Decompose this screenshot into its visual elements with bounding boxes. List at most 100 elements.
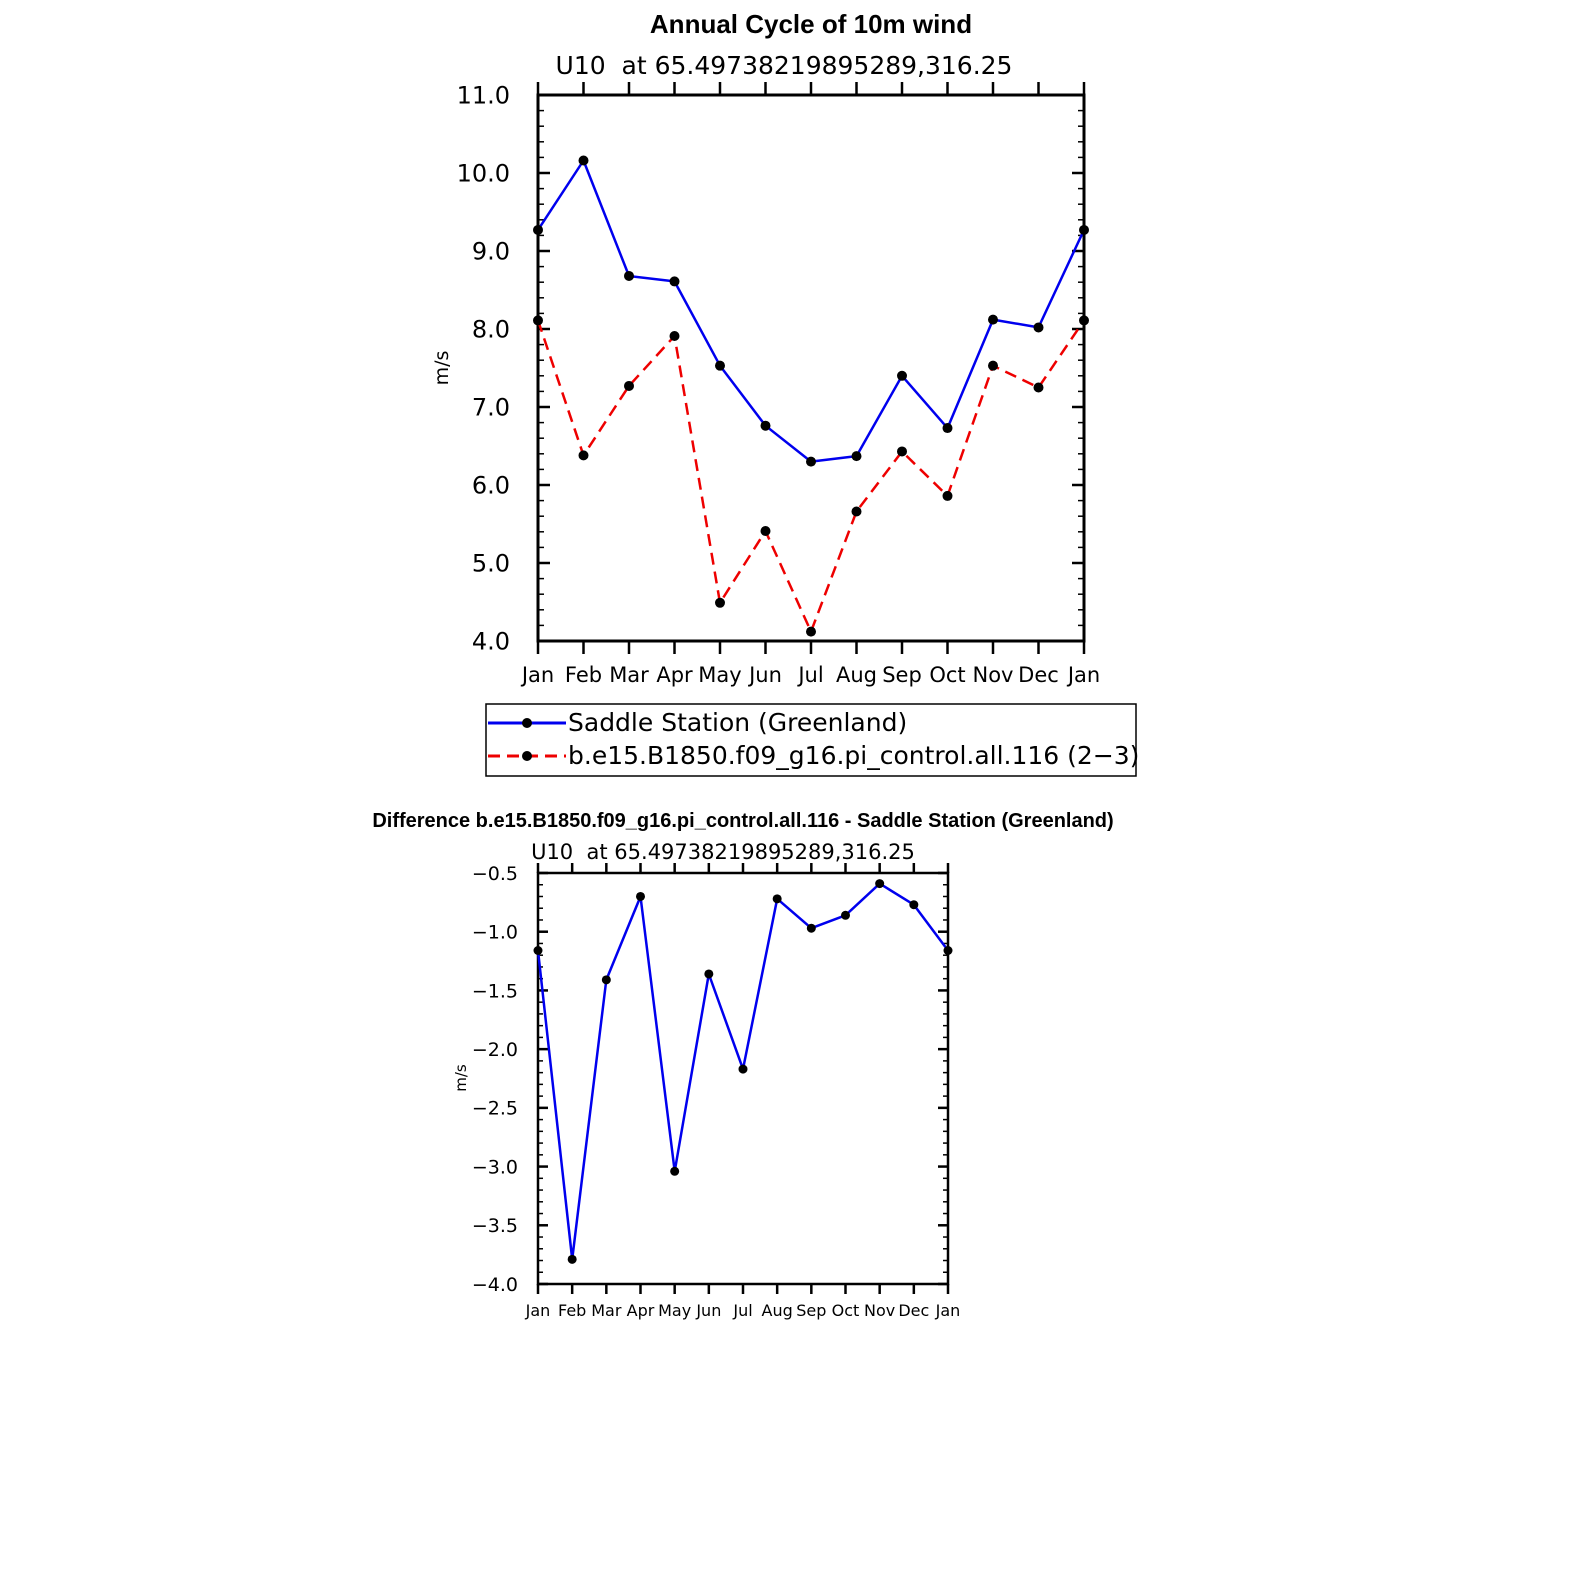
data-point: [1033, 382, 1044, 393]
x-tick-labels: Jan Feb Mar Apr May Jun Jul Aug Sep Oct Nov Dec Jan: [520, 663, 1100, 687]
y-tick-label: −2.5: [472, 1098, 518, 1120]
difference-chart: Difference b.e15.B1850.f09_g16.pi_contro…: [372, 810, 1113, 1320]
x-tick-label: Dec: [898, 1301, 929, 1320]
data-point: [851, 506, 862, 517]
y-tick-label: −4.0: [472, 1274, 518, 1296]
x-tick-label: Oct: [832, 1301, 860, 1320]
y-tick-label: −0.5: [472, 863, 518, 885]
data-point: [909, 900, 919, 910]
data-point: [806, 456, 816, 467]
series-line-0: [536, 159, 1086, 463]
plot-frame: [536, 93, 1086, 643]
series-points: [533, 155, 1089, 637]
data-point: [897, 446, 907, 457]
data-point: [806, 626, 816, 637]
series-points: [533, 879, 953, 1264]
plot-frame: [536, 871, 950, 1286]
data-point: [1079, 315, 1089, 326]
data-point: [578, 450, 589, 461]
data-point: [670, 1166, 680, 1176]
y-tick-label: −2.0: [472, 1039, 518, 1061]
data-point: [669, 276, 680, 287]
x-tick-label: Jun: [747, 663, 782, 687]
y-tick-label: 9.0: [472, 238, 510, 266]
chart-title: Difference b.e15.B1850.f09_g16.pi_contro…: [372, 810, 1113, 832]
data-point: [669, 331, 680, 342]
y-tick-label: 6.0: [472, 472, 510, 500]
annual-cycle-chart: Annual Cycle of 10m wind U10 at 65.49738…: [431, 9, 1139, 777]
data-point: [875, 879, 885, 889]
x-tick-label: Oct: [929, 663, 965, 687]
data-point: [715, 597, 725, 608]
y-tick-label: −1.0: [472, 922, 518, 944]
legend-marker-pi-control: [522, 751, 532, 761]
x-tick-label: Aug: [836, 663, 877, 687]
x-tick-label: Mar: [609, 663, 649, 687]
data-point: [988, 314, 998, 325]
data-point: [851, 451, 862, 462]
x-tick-label: May: [658, 1301, 691, 1320]
data-point: [760, 420, 771, 431]
y-tick-label: 10.0: [457, 160, 510, 188]
data-point: [533, 315, 543, 326]
x-tick-label: Nov: [973, 663, 1014, 687]
chart-subtitle: U10 at 65.49738219895289,316.25: [556, 51, 1013, 80]
y-tick-label: 11.0: [457, 82, 510, 110]
x-tick-label: Mar: [591, 1301, 622, 1320]
data-point: [942, 423, 953, 434]
data-point: [567, 1254, 577, 1264]
x-tick-label: May: [698, 663, 741, 687]
x-tick-labels: Jan Feb Mar Apr May Jun Jul Aug Sep Oct Nov Dec Jan: [525, 1301, 961, 1320]
x-tick-label: Aug: [762, 1301, 793, 1320]
data-point: [636, 891, 645, 901]
x-tick-label: Jan: [935, 1301, 961, 1320]
data-point: [533, 946, 543, 956]
data-point: [624, 380, 634, 391]
data-point: [715, 360, 725, 371]
data-point: [738, 1064, 748, 1074]
y-tick-labels: −4.0 −3.5 −3.0 −2.5 −2.0 −1.5 −1.0 −0.5: [472, 863, 518, 1296]
x-tick-label: Jun: [695, 1301, 721, 1320]
data-point: [988, 360, 998, 371]
data-point: [1033, 322, 1044, 333]
x-tick-label: Sep: [796, 1301, 826, 1320]
y-tick-label: 5.0: [472, 550, 510, 578]
data-point: [772, 894, 782, 904]
data-point: [601, 975, 611, 985]
x-tick-label: Feb: [558, 1301, 586, 1320]
y-tick-label: 7.0: [472, 394, 510, 422]
y-tick-label: 4.0: [472, 628, 510, 656]
data-point: [942, 490, 953, 501]
axis-ticks: [536, 82, 1086, 654]
data-point: [624, 270, 634, 281]
data-point: [760, 526, 771, 537]
x-tick-label: Apr: [627, 1301, 655, 1320]
data-point: [533, 224, 543, 235]
y-tick-labels: 4.0 5.0 6.0 7.0 8.0 9.0 10.0 11.0: [457, 82, 510, 656]
x-tick-label: Dec: [1018, 663, 1059, 687]
data-point: [897, 370, 907, 381]
data-point: [704, 969, 714, 979]
data-point: [578, 155, 589, 166]
series-lines: [536, 159, 1086, 633]
x-tick-label: Jul: [796, 663, 823, 687]
data-point: [841, 910, 850, 920]
legend-label-saddle-station: Saddle Station (Greenland): [568, 708, 907, 737]
x-tick-label: Jan: [520, 663, 554, 687]
y-tick-label: −1.5: [472, 980, 518, 1002]
axis-ticks: [536, 863, 950, 1294]
chart-subtitle: U10 at 65.49738219895289,316.25: [531, 840, 915, 864]
series-line-1: [536, 319, 1086, 633]
y-tick-label: −3.0: [472, 1156, 518, 1178]
data-point: [806, 923, 816, 933]
y-tick-label: −3.5: [472, 1215, 518, 1237]
data-point: [943, 946, 953, 956]
legend-box: [485, 703, 1137, 777]
x-tick-label: Feb: [565, 663, 602, 687]
x-tick-label: Sep: [882, 663, 922, 687]
legend-marker-saddle-station: [522, 718, 532, 728]
legend-label-pi-control: b.e15.B1850.f09_g16.pi_control.all.116 (…: [568, 741, 1139, 770]
data-point: [1079, 224, 1089, 235]
y-tick-label: 8.0: [472, 316, 510, 344]
